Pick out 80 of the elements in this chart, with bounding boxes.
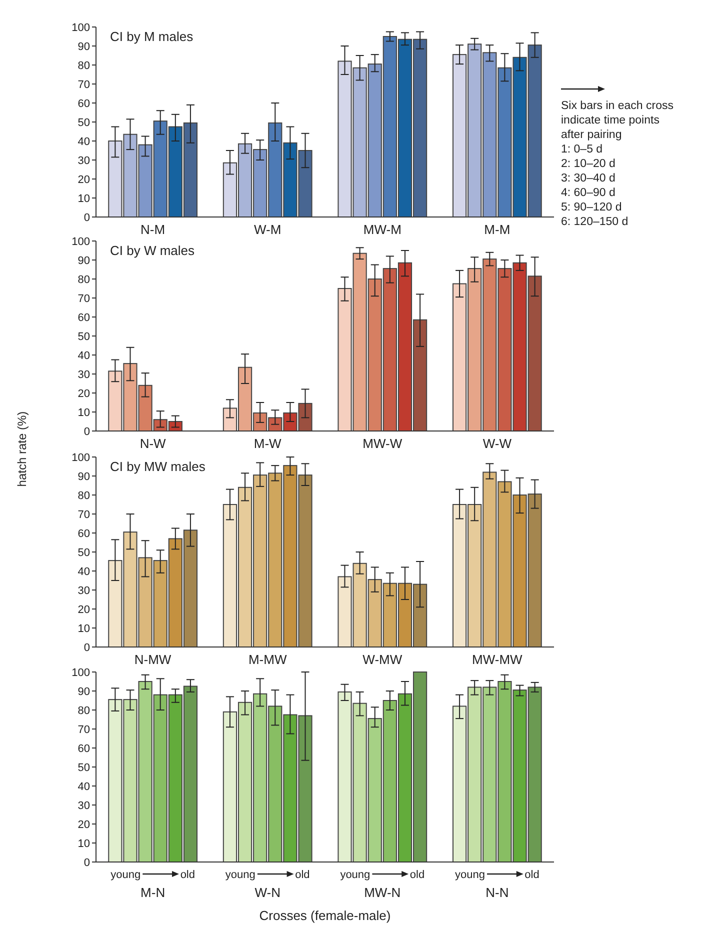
text: 5: 90–120 d xyxy=(561,202,622,214)
text: young xyxy=(340,869,370,881)
y-tick-label: 70 xyxy=(78,508,90,521)
x-tick-label: M-M xyxy=(484,222,510,237)
y-axis-title: hatch rate (%) xyxy=(15,411,29,487)
y-tick-label: 50 xyxy=(78,116,90,129)
x-tick-label: M-W xyxy=(254,436,282,451)
y-tick-label: 10 xyxy=(78,838,90,850)
y-tick-label: 20 xyxy=(78,174,90,186)
y-tick-label: 10 xyxy=(78,192,90,205)
x-tick-label: W-M xyxy=(254,222,282,237)
y-tick-label: 80 xyxy=(78,60,90,72)
chart-title: CI by MW males xyxy=(110,459,206,474)
y-tick-label: 60 xyxy=(78,312,90,324)
y-tick-label: 10 xyxy=(78,622,90,635)
y-tick-label: 100 xyxy=(72,236,90,248)
x-tick-label: MW-N xyxy=(364,885,401,900)
y-tick-label: 50 xyxy=(78,762,90,774)
y-tick-label: 90 xyxy=(78,254,90,267)
y-tick-label: 30 xyxy=(78,154,90,167)
y-tick-label: 30 xyxy=(78,584,90,597)
y-tick-label: 0 xyxy=(84,856,90,869)
text: 3: 30–40 d xyxy=(561,172,616,184)
y-tick-label: 70 xyxy=(78,292,90,305)
x-tick-label: MW-W xyxy=(362,436,403,451)
y-tick-label: 40 xyxy=(78,566,90,578)
y-tick-label: 70 xyxy=(78,78,90,91)
x-tick-label: W-W xyxy=(482,436,512,451)
chart-title: CI by W males xyxy=(110,243,196,258)
x-tick-label: M-MW xyxy=(248,652,288,667)
y-tick-label: 100 xyxy=(72,22,90,34)
y-tick-label: 30 xyxy=(78,800,90,812)
x-tick-label: N-M xyxy=(140,222,166,237)
text: 4: 60–90 d xyxy=(561,187,616,199)
y-tick-label: 40 xyxy=(78,780,90,793)
y-tick-label: 80 xyxy=(78,274,90,286)
x-tick-label: W-N xyxy=(254,885,280,900)
y-tick-label: 40 xyxy=(78,136,90,148)
y-tick-label: 90 xyxy=(78,40,90,53)
y-tick-label: 50 xyxy=(78,330,90,343)
x-tick-label: W-MW xyxy=(362,652,403,667)
y-tick-label: 60 xyxy=(78,742,90,755)
y-tick-label: 10 xyxy=(78,406,90,419)
text: young xyxy=(225,869,256,881)
text: 1: 0–5 d xyxy=(561,144,603,156)
x-tick-label: N-MW xyxy=(134,652,172,667)
x-axis-title: Crosses (female-male) xyxy=(259,908,391,923)
chart-title: CI by M males xyxy=(110,29,194,44)
y-tick-label: 20 xyxy=(78,604,90,616)
y-tick-label: 0 xyxy=(84,212,90,224)
x-tick-label: MW-M xyxy=(363,222,402,237)
y-tick-label: 20 xyxy=(78,818,90,831)
x-tick-label: MW-MW xyxy=(472,652,524,667)
y-tick-label: 50 xyxy=(78,546,90,559)
y-tick-label: 60 xyxy=(78,528,90,540)
x-tick-label: N-W xyxy=(140,436,167,451)
x-tick-label: N-N xyxy=(486,885,509,900)
y-tick-label: 90 xyxy=(78,686,90,698)
y-tick-label: 40 xyxy=(78,350,90,362)
y-tick-label: 0 xyxy=(84,642,90,654)
y-tick-label: 100 xyxy=(72,452,90,464)
y-tick-label: 20 xyxy=(78,388,90,400)
y-tick-label: 30 xyxy=(78,368,90,381)
y-tick-label: 100 xyxy=(72,666,90,679)
y-tick-label: 0 xyxy=(84,426,90,438)
text: 2: 10–20 d xyxy=(561,158,616,170)
text: old xyxy=(180,869,196,881)
text: young xyxy=(110,869,141,881)
text: old xyxy=(524,869,540,881)
text: old xyxy=(295,869,310,881)
y-tick-label: 80 xyxy=(78,704,90,717)
y-tick-label: 70 xyxy=(78,724,90,736)
text: old xyxy=(410,869,425,881)
y-tick-label: 90 xyxy=(78,470,90,483)
text: Six bars in each cross indicate time points after pairing xyxy=(561,100,674,141)
y-tick-label: 60 xyxy=(78,98,90,110)
y-tick-label: 80 xyxy=(78,490,90,502)
x-tick-label: M-N xyxy=(140,885,166,900)
text: 6: 120–150 d xyxy=(561,216,628,228)
text: young xyxy=(454,869,485,881)
